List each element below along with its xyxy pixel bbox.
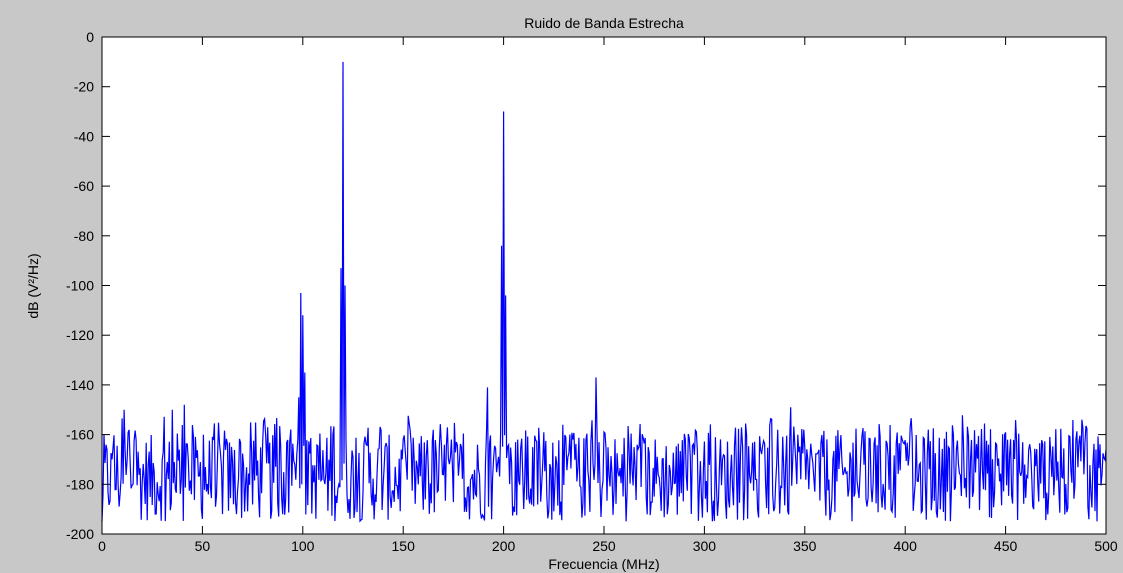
y-tick-label: -140 [66,377,94,393]
x-tick-label: 50 [195,538,211,554]
y-tick-label: -40 [74,128,94,144]
x-tick-label: 400 [894,538,918,554]
y-tick-label: -60 [74,178,94,194]
x-tick-label: 0 [98,538,106,554]
x-tick-label: 350 [793,538,817,554]
x-tick-label: 150 [392,538,416,554]
x-tick-label: 200 [492,538,516,554]
y-tick-label: -100 [66,278,94,294]
y-tick-label: -120 [66,327,94,343]
x-tick-label: 100 [291,538,315,554]
plot-frame [101,36,1107,535]
y-axis-label: dB (V²/Hz) [25,253,41,318]
x-tick-label: 300 [693,538,717,554]
y-tick-label: -200 [66,526,94,542]
x-axis-label: Frecuencia (MHz) [548,556,659,572]
x-tick-label: 500 [1094,538,1118,554]
y-tick-label: -80 [74,228,94,244]
chart-title: Ruido de Banda Estrecha [524,15,684,31]
series-layer [101,61,1107,523]
y-tick-label: -180 [66,476,94,492]
x-tick-label: 450 [994,538,1018,554]
y-tick-label: -20 [74,79,94,95]
x-tick-label: 250 [592,538,616,554]
y-tick-label: 0 [86,29,94,45]
spectrum-series-line [101,61,1107,523]
y-tick-label: -160 [66,427,94,443]
ticks-layer: 0 50 100 150 200 250 300 350 400 450 500 0 -20 -40 -60… [66,29,1118,554]
